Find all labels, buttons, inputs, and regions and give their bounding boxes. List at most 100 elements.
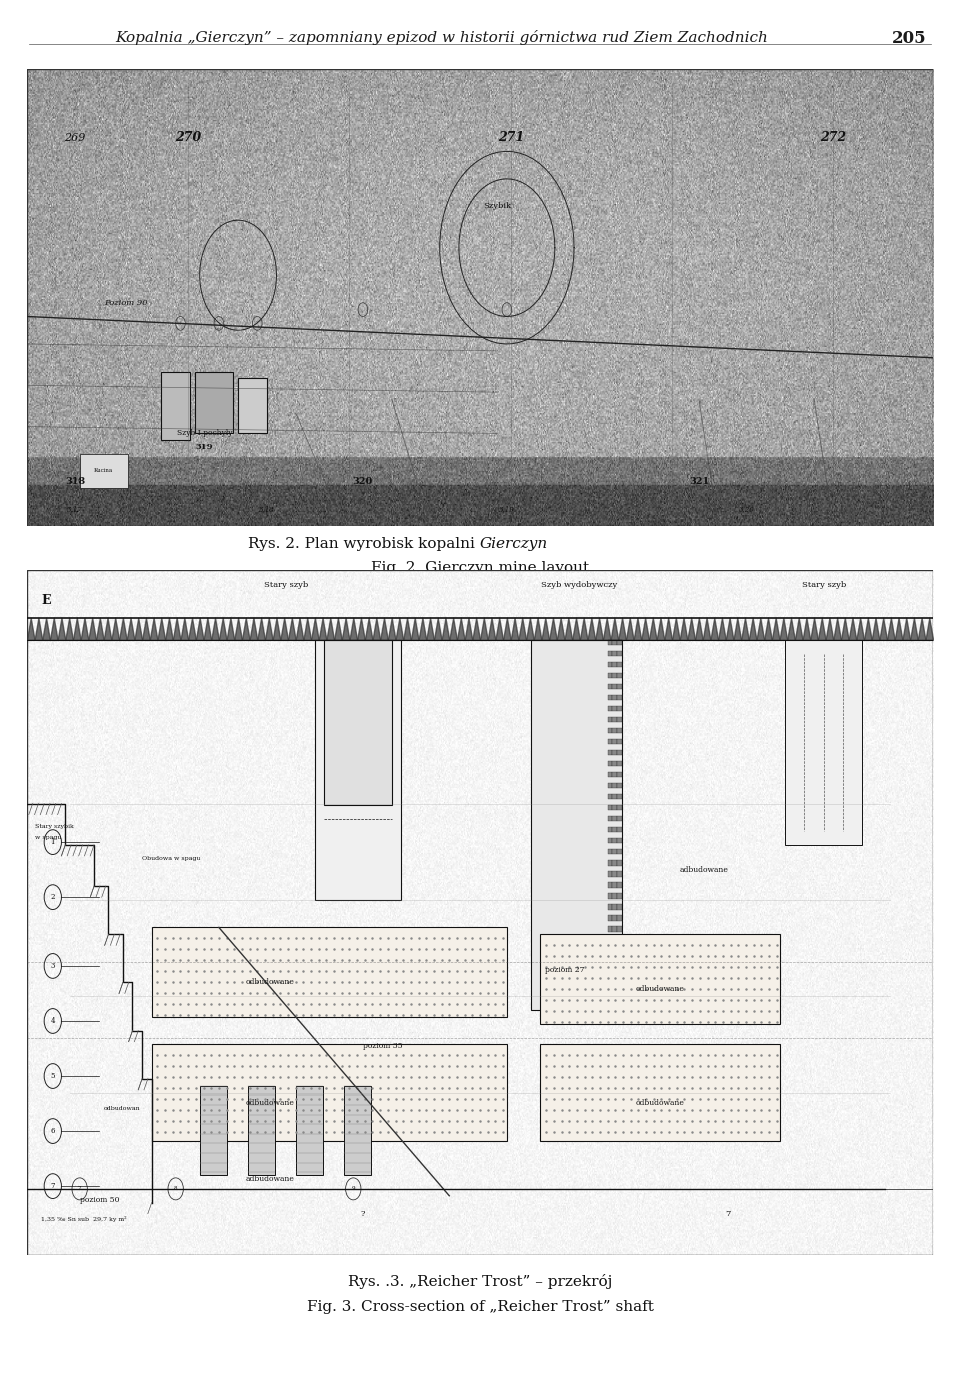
Text: 271: 271 bbox=[497, 131, 524, 144]
Bar bbox=[612, 948, 617, 954]
Bar bbox=[617, 981, 622, 987]
Bar bbox=[612, 871, 617, 877]
Text: Gierczyn: Gierczyn bbox=[480, 537, 548, 550]
Bar bbox=[608, 684, 612, 689]
Bar bbox=[617, 970, 622, 976]
Bar bbox=[80, 454, 128, 488]
Bar bbox=[617, 882, 622, 888]
Bar bbox=[152, 927, 507, 1017]
Text: Rys. 2. Plan wyrobisk kopalni: Rys. 2. Plan wyrobisk kopalni bbox=[249, 537, 480, 550]
Bar bbox=[617, 772, 622, 777]
Bar bbox=[617, 662, 622, 667]
Bar bbox=[617, 706, 622, 711]
Text: 320: 320 bbox=[352, 477, 373, 486]
Bar bbox=[608, 882, 612, 888]
Bar bbox=[612, 717, 617, 722]
Bar bbox=[200, 1086, 227, 1175]
Bar bbox=[612, 794, 617, 799]
Bar bbox=[617, 893, 622, 899]
Bar bbox=[608, 739, 612, 744]
Bar bbox=[617, 761, 622, 766]
Bar bbox=[617, 651, 622, 656]
Bar bbox=[296, 1086, 323, 1175]
Bar bbox=[608, 761, 612, 766]
Bar bbox=[617, 849, 622, 854]
Text: poziom 50: poziom 50 bbox=[80, 1196, 119, 1204]
Text: 7: 7 bbox=[51, 1182, 55, 1190]
Bar bbox=[608, 849, 612, 854]
Bar bbox=[617, 783, 622, 788]
Bar bbox=[612, 970, 617, 976]
Text: Stary szyb: Stary szyb bbox=[802, 581, 846, 589]
Bar bbox=[315, 640, 401, 900]
Text: 4: 4 bbox=[51, 1017, 55, 1025]
Text: Poziom 90: Poziom 90 bbox=[104, 299, 147, 307]
Text: 9: 9 bbox=[351, 1186, 355, 1192]
Bar bbox=[344, 1086, 371, 1175]
Bar bbox=[612, 739, 617, 744]
Bar bbox=[324, 640, 392, 805]
Bar bbox=[612, 651, 617, 656]
Bar bbox=[617, 794, 622, 799]
Bar bbox=[617, 827, 622, 832]
Bar bbox=[608, 728, 612, 733]
Bar bbox=[608, 717, 612, 722]
Text: poziom 35: poziom 35 bbox=[363, 1042, 402, 1050]
Bar bbox=[608, 959, 612, 965]
Bar bbox=[238, 378, 267, 433]
Bar bbox=[608, 695, 612, 700]
Bar bbox=[612, 882, 617, 888]
Text: Fig. 3. Cross-section of „Reicher Trost” shaft: Fig. 3. Cross-section of „Reicher Trost”… bbox=[306, 1300, 654, 1314]
Bar bbox=[608, 904, 612, 910]
Text: odbudowan: odbudowan bbox=[104, 1106, 140, 1112]
Text: Szyb wydobywczy: Szyb wydobywczy bbox=[540, 581, 617, 589]
Text: odbudowane: odbudowane bbox=[636, 1099, 684, 1108]
Bar bbox=[152, 1044, 507, 1141]
Bar bbox=[608, 816, 612, 821]
Bar bbox=[608, 937, 612, 943]
Bar bbox=[617, 805, 622, 810]
Text: 3: 3 bbox=[51, 962, 55, 970]
Text: odbudowane: odbudowane bbox=[246, 1099, 294, 1108]
Text: 1,35 ‰ Sn sub  29,7 ky m²: 1,35 ‰ Sn sub 29,7 ky m² bbox=[41, 1216, 127, 1222]
Bar bbox=[612, 860, 617, 866]
Bar bbox=[612, 827, 617, 832]
Bar bbox=[608, 827, 612, 832]
Bar bbox=[608, 926, 612, 932]
Text: 7: 7 bbox=[78, 1186, 82, 1192]
Bar bbox=[612, 673, 617, 678]
Bar bbox=[617, 717, 622, 722]
Text: 2: 2 bbox=[51, 893, 55, 901]
Text: Rys. 2. Plan wyrobisk kopalni Gierczyn: Rys. 2. Plan wyrobisk kopalni Gierczyn bbox=[330, 537, 630, 550]
Bar bbox=[608, 772, 612, 777]
Text: 1: 1 bbox=[51, 838, 55, 846]
Bar bbox=[612, 926, 617, 932]
Text: 205: 205 bbox=[892, 30, 926, 47]
Bar bbox=[617, 816, 622, 821]
Bar bbox=[617, 915, 622, 921]
Text: Stary szyb: Stary szyb bbox=[264, 581, 308, 589]
Bar bbox=[617, 673, 622, 678]
Bar bbox=[617, 860, 622, 866]
Text: Szyb I pochyły: Szyb I pochyły bbox=[177, 429, 232, 438]
Text: 5: 5 bbox=[51, 1072, 55, 1080]
Bar bbox=[612, 838, 617, 843]
Bar bbox=[608, 805, 612, 810]
Bar bbox=[612, 640, 617, 645]
Bar bbox=[617, 871, 622, 877]
Bar bbox=[612, 728, 617, 733]
Bar bbox=[608, 871, 612, 877]
Text: w spagu: w spagu bbox=[35, 835, 60, 841]
Bar bbox=[617, 640, 622, 645]
Bar bbox=[540, 1044, 780, 1141]
Bar bbox=[612, 684, 617, 689]
Text: 272: 272 bbox=[820, 131, 847, 144]
Text: odbudowane: odbudowane bbox=[636, 985, 684, 993]
Bar bbox=[612, 816, 617, 821]
Bar bbox=[617, 695, 622, 700]
Bar bbox=[608, 860, 612, 866]
Bar bbox=[617, 904, 622, 910]
Bar bbox=[612, 805, 617, 810]
Bar bbox=[27, 69, 933, 526]
Text: 321: 321 bbox=[689, 477, 708, 486]
